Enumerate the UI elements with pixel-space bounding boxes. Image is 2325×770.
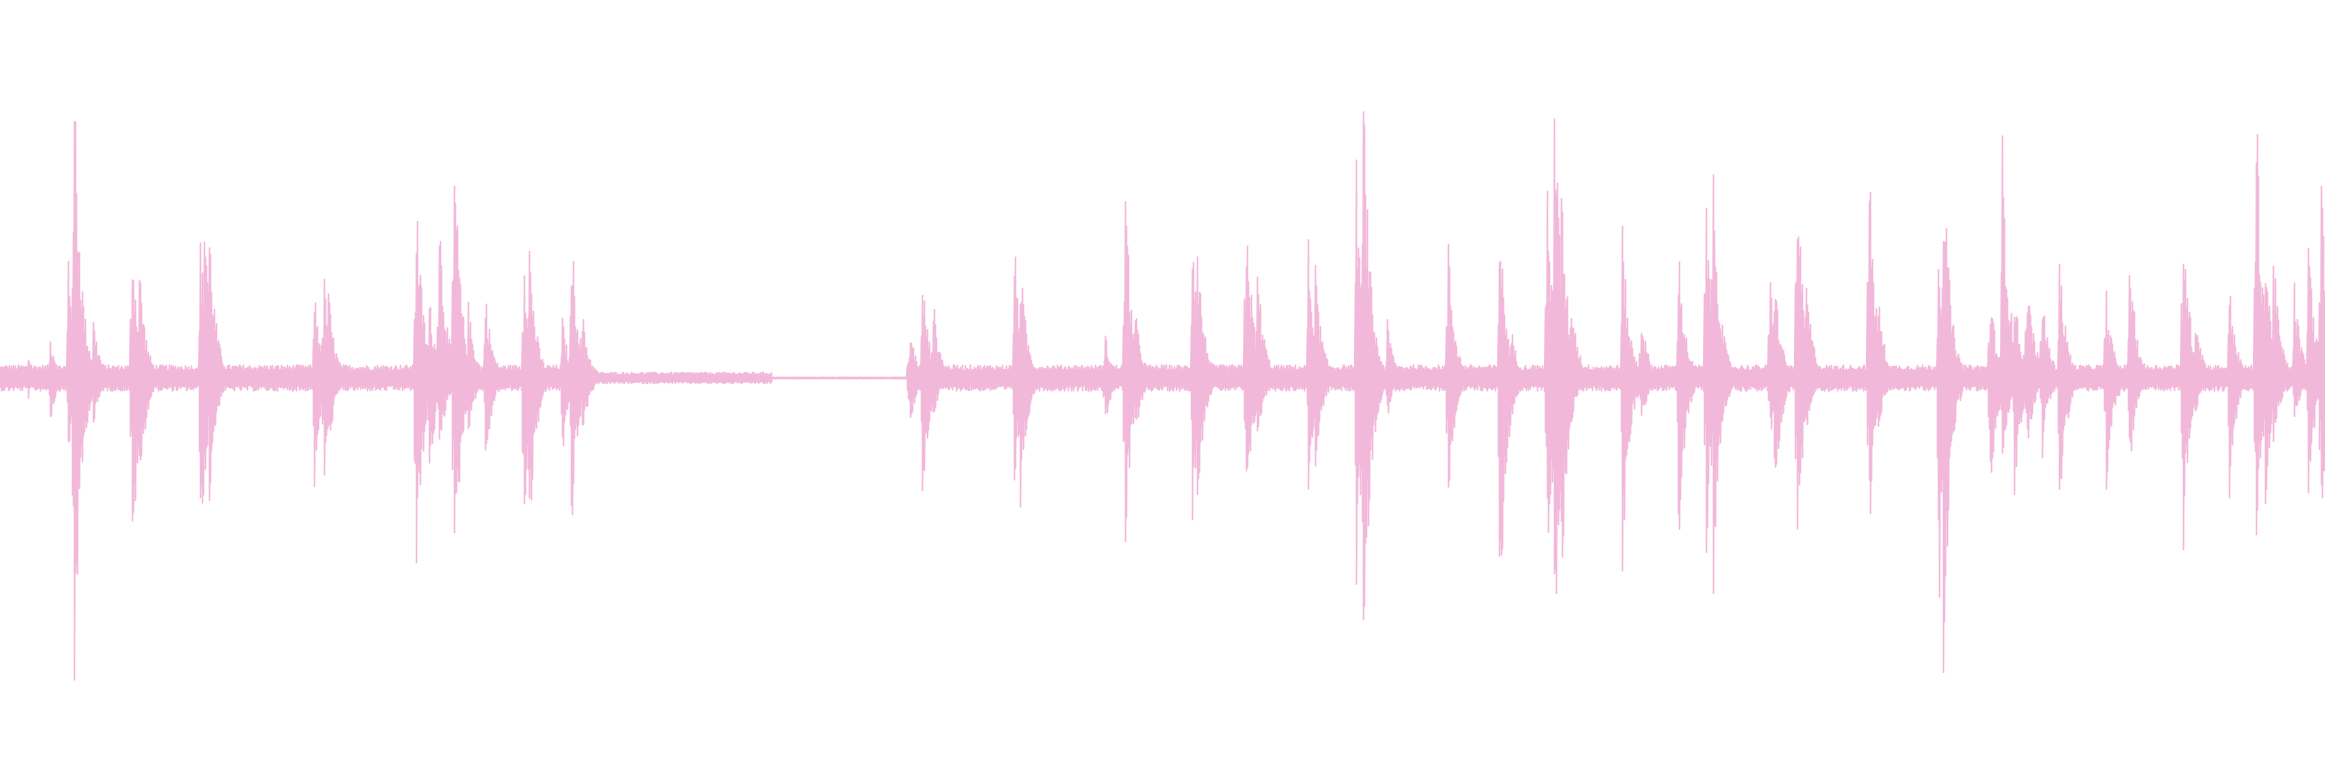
waveform-trace: [0, 111, 2325, 681]
